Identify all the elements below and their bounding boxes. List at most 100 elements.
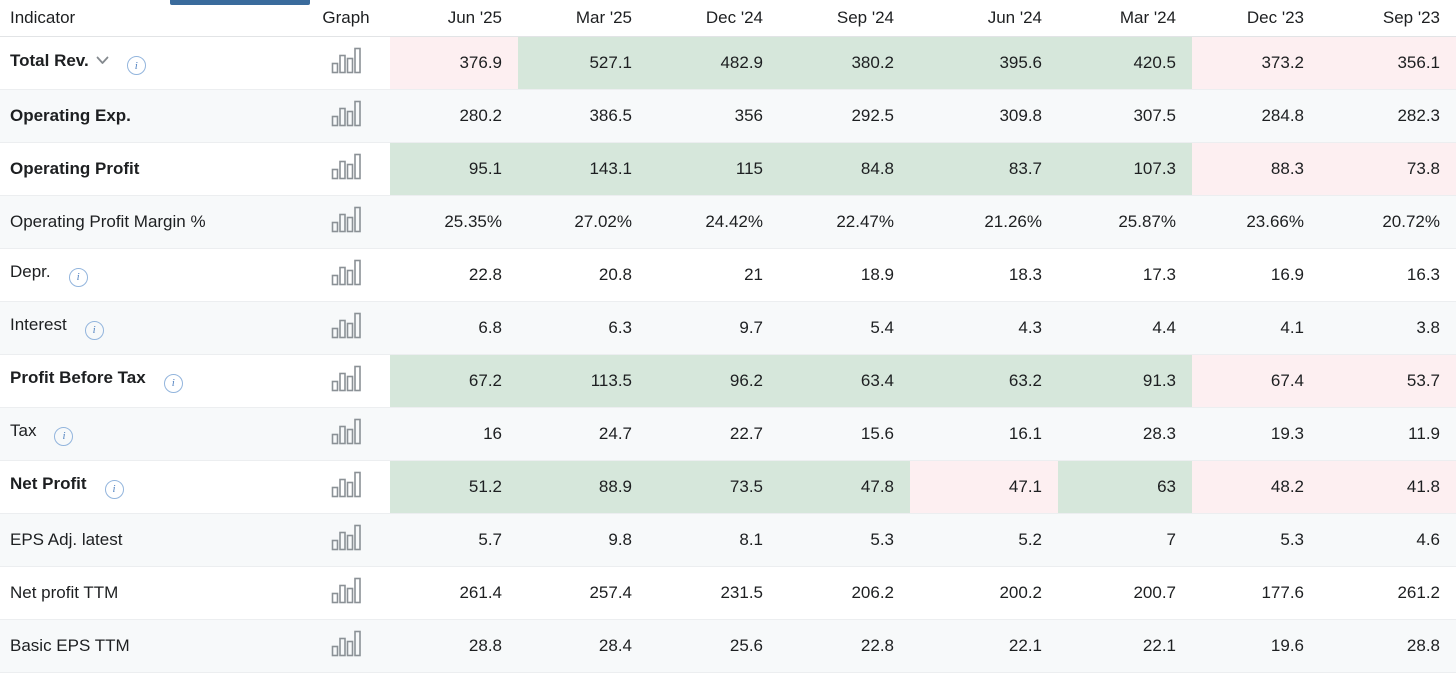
value-cell: 20.8 xyxy=(518,248,648,302)
graph-cell xyxy=(302,513,390,567)
value-cell: 28.8 xyxy=(390,619,518,673)
table-row: Net Profit i 51.2 88.9 73.5 47.8 47.1 63 48.2 41.… xyxy=(0,460,1456,514)
value-cell: 95.1 xyxy=(390,142,518,196)
info-icon[interactable]: i xyxy=(104,479,124,499)
value-cell: 22.8 xyxy=(390,248,518,302)
column-header-indicator: Indicator xyxy=(0,0,302,37)
mini-bar-chart-icon[interactable] xyxy=(331,365,361,392)
value-cell: 356 xyxy=(648,89,779,143)
mini-bar-chart-icon[interactable] xyxy=(331,206,361,233)
value-cell: 4.3 xyxy=(910,301,1058,355)
value-cell: 200.7 xyxy=(1058,566,1192,620)
value-cell: 18.9 xyxy=(779,248,910,302)
value-cell: 4.4 xyxy=(1058,301,1192,355)
value-cell: 22.7 xyxy=(648,407,779,461)
column-header-mar-24: Mar '24 xyxy=(1058,0,1192,37)
value-cell: 261.2 xyxy=(1320,566,1456,620)
row-label: Total Rev. xyxy=(10,50,89,70)
graph-cell xyxy=(302,36,390,90)
value-cell: 88.9 xyxy=(518,460,648,514)
active-tab-indicator xyxy=(170,0,310,5)
mini-bar-chart-icon[interactable] xyxy=(331,47,361,74)
value-cell: 25.35% xyxy=(390,195,518,249)
value-cell: 22.47% xyxy=(779,195,910,249)
value-cell: 16 xyxy=(390,407,518,461)
mini-bar-chart-icon[interactable] xyxy=(331,471,361,498)
mini-bar-chart-icon[interactable] xyxy=(331,153,361,180)
info-icon[interactable]: i xyxy=(163,373,183,393)
graph-cell xyxy=(302,354,390,408)
value-cell: 380.2 xyxy=(779,36,910,90)
value-cell: 9.7 xyxy=(648,301,779,355)
column-header-jun-25: Jun '25 xyxy=(390,0,518,37)
value-cell: 88.3 xyxy=(1192,142,1320,196)
info-icon[interactable]: i xyxy=(84,320,104,340)
graph-cell xyxy=(302,142,390,196)
value-cell: 24.42% xyxy=(648,195,779,249)
column-header-sep-24: Sep '24 xyxy=(779,0,910,37)
value-cell: 28.8 xyxy=(1320,619,1456,673)
value-cell: 3.8 xyxy=(1320,301,1456,355)
row-label: Tax xyxy=(10,421,37,441)
mini-bar-chart-icon[interactable] xyxy=(331,312,361,339)
value-cell: 22.1 xyxy=(910,619,1058,673)
indicator-cell: Operating Profit xyxy=(0,142,302,196)
value-cell: 22.8 xyxy=(779,619,910,673)
value-cell: 63 xyxy=(1058,460,1192,514)
row-label: Operating Exp. xyxy=(10,105,131,125)
value-cell: 63.2 xyxy=(910,354,1058,408)
value-cell: 67.4 xyxy=(1192,354,1320,408)
row-label: Operating Profit xyxy=(10,158,140,178)
mini-bar-chart-icon[interactable] xyxy=(331,418,361,445)
value-cell: 8.1 xyxy=(648,513,779,567)
value-cell: 386.5 xyxy=(518,89,648,143)
mini-bar-chart-icon[interactable] xyxy=(331,577,361,604)
value-cell: 177.6 xyxy=(1192,566,1320,620)
column-header-mar-25: Mar '25 xyxy=(518,0,648,37)
value-cell: 292.5 xyxy=(779,89,910,143)
mini-bar-chart-icon[interactable] xyxy=(331,259,361,286)
column-header-jun-24: Jun '24 xyxy=(910,0,1058,37)
info-icon[interactable]: i xyxy=(68,267,88,287)
mini-bar-chart-icon[interactable] xyxy=(331,524,361,551)
value-cell: 7 xyxy=(1058,513,1192,567)
column-header-graph: Graph xyxy=(302,0,390,37)
indicator-cell: Operating Exp. xyxy=(0,89,302,143)
value-cell: 307.5 xyxy=(1058,89,1192,143)
value-cell: 24.7 xyxy=(518,407,648,461)
info-icon[interactable]: i xyxy=(54,426,74,446)
value-cell: 91.3 xyxy=(1058,354,1192,408)
value-cell: 19.6 xyxy=(1192,619,1320,673)
row-label: Net profit TTM xyxy=(10,582,119,602)
value-cell: 4.1 xyxy=(1192,301,1320,355)
value-cell: 48.2 xyxy=(1192,460,1320,514)
value-cell: 5.2 xyxy=(910,513,1058,567)
value-cell: 51.2 xyxy=(390,460,518,514)
value-cell: 28.4 xyxy=(518,619,648,673)
value-cell: 6.8 xyxy=(390,301,518,355)
row-label: EPS Adj. latest xyxy=(10,529,123,549)
chevron-down-icon[interactable] xyxy=(96,50,109,70)
value-cell: 5.3 xyxy=(1192,513,1320,567)
indicator-cell: Operating Profit Margin % xyxy=(0,195,302,249)
mini-bar-chart-icon[interactable] xyxy=(331,630,361,657)
indicator-cell: Basic EPS TTM xyxy=(0,619,302,673)
indicator-cell: Total Rev. i xyxy=(0,36,302,90)
table-header-row: Indicator Graph Jun '25 Mar '25 Dec '24 Sep '… xyxy=(0,0,1456,37)
info-icon[interactable]: i xyxy=(126,56,146,76)
value-cell: 482.9 xyxy=(648,36,779,90)
column-header-dec-24: Dec '24 xyxy=(648,0,779,37)
row-label: Basic EPS TTM xyxy=(10,635,130,655)
table-row: Net profit TTM 261.4 257.4 231.5 206.2 200.2 2… xyxy=(0,566,1456,620)
value-cell: 5.3 xyxy=(779,513,910,567)
value-cell: 21.26% xyxy=(910,195,1058,249)
value-cell: 19.3 xyxy=(1192,407,1320,461)
graph-cell xyxy=(302,248,390,302)
value-cell: 356.1 xyxy=(1320,36,1456,90)
value-cell: 16.9 xyxy=(1192,248,1320,302)
indicator-cell: Interest i xyxy=(0,301,302,355)
value-cell: 73.5 xyxy=(648,460,779,514)
mini-bar-chart-icon[interactable] xyxy=(331,100,361,127)
value-cell: 257.4 xyxy=(518,566,648,620)
table-row: Total Rev. i 376.9 527.1 482.9 380.2 395.6 420.… xyxy=(0,36,1456,90)
